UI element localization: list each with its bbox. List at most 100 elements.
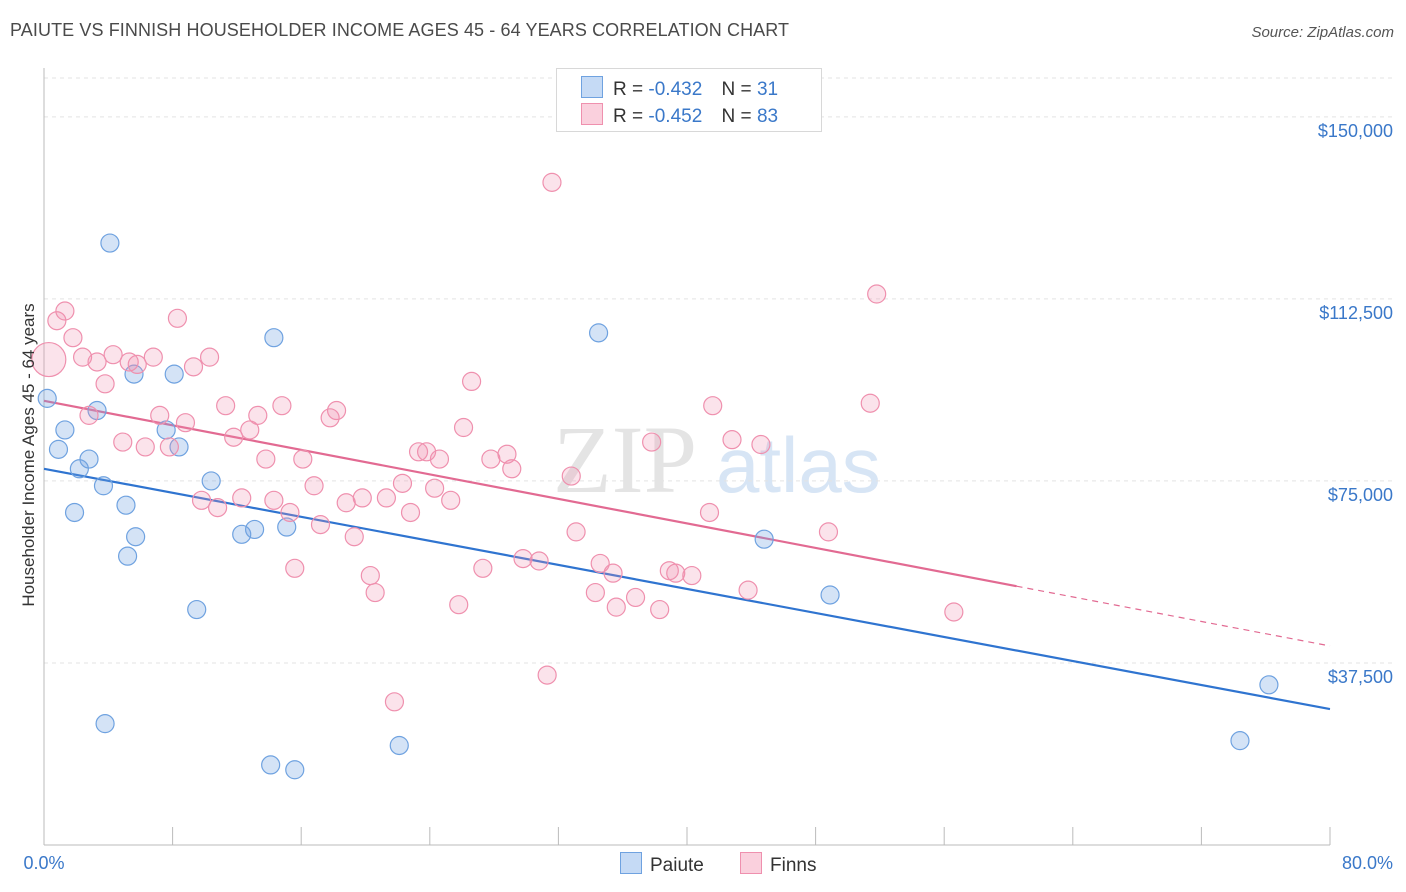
y-tick-label: $150,000 xyxy=(1318,121,1393,141)
paiute-point xyxy=(55,420,75,440)
finns-point xyxy=(310,515,331,535)
data-points xyxy=(31,172,1279,780)
trend-line-finns xyxy=(43,399,1017,588)
paiute-point xyxy=(1259,675,1279,695)
finns-point xyxy=(682,565,702,586)
paiute-point xyxy=(169,437,189,457)
finns-point xyxy=(240,420,260,440)
finns-point xyxy=(561,466,581,486)
paiute-n-label: N = xyxy=(721,79,752,100)
finns-point xyxy=(87,352,107,372)
finns-point xyxy=(55,301,75,321)
finns-point xyxy=(542,172,562,192)
finns-point xyxy=(606,597,626,617)
paiute-point xyxy=(232,524,252,544)
finns-point xyxy=(216,396,236,416)
finns-point xyxy=(352,488,372,508)
watermark-zip: ZIP xyxy=(553,406,697,513)
paiute-point xyxy=(79,449,99,469)
finns-point xyxy=(603,563,623,583)
paiute-point xyxy=(93,476,114,496)
finns-point xyxy=(143,347,163,367)
finns-point xyxy=(208,498,228,518)
finns-point xyxy=(429,449,450,469)
finns-legend-swatch xyxy=(740,852,762,874)
finns-point xyxy=(441,490,461,510)
legend-row-paiute: R = -0.432 N = 31 xyxy=(581,76,778,100)
source-label: Source: ZipAtlas.com xyxy=(1251,24,1394,41)
paiute-point xyxy=(261,755,281,775)
finns-n-value: 83 xyxy=(756,106,779,127)
finns-point xyxy=(666,563,686,583)
finns-point xyxy=(272,396,292,416)
finns-point xyxy=(167,308,188,328)
finns-point xyxy=(175,413,196,433)
finns-point xyxy=(497,444,517,464)
legend-row-finns: R = -0.452 N = 83 xyxy=(581,103,778,127)
paiute-n-value: 31 xyxy=(756,79,779,100)
finns-point xyxy=(150,405,170,425)
finns-point xyxy=(280,502,300,523)
finns-point xyxy=(529,551,549,571)
paiute-point xyxy=(126,527,146,547)
finns-point xyxy=(248,405,268,425)
paiute-point xyxy=(244,519,265,540)
finns-point xyxy=(453,417,474,438)
finns-point xyxy=(481,449,501,469)
finns-point xyxy=(738,580,758,600)
paiute-point xyxy=(820,585,840,605)
paiute-point xyxy=(264,328,284,348)
paiute-point xyxy=(64,502,85,523)
finns-point xyxy=(449,595,469,615)
paiute-point xyxy=(285,760,305,780)
y-tick-labels: $37,500 $75,000 $112,500 $150,000 xyxy=(1318,121,1393,687)
finns-point xyxy=(376,488,396,508)
finns-point xyxy=(703,396,723,416)
finns-point xyxy=(63,328,83,348)
paiute-point xyxy=(389,735,409,756)
finns-point xyxy=(103,345,123,365)
bottom-legend-paiute: Paiute xyxy=(620,852,704,877)
finns-point xyxy=(127,354,147,375)
trend-line-extension-finns xyxy=(1016,585,1331,647)
finns-point xyxy=(461,371,482,392)
finns-point xyxy=(699,502,720,523)
finns-point xyxy=(625,587,646,608)
paiute-point xyxy=(95,714,115,734)
chart-title: PAIUTE VS FINNISH HOUSEHOLDER INCOME AGE… xyxy=(10,20,790,40)
finns-point xyxy=(119,352,139,372)
finns-point xyxy=(336,493,356,513)
x-tick-labels: 0.0% 80.0% xyxy=(23,853,1393,873)
y-tick-label: $112,500 xyxy=(1319,303,1393,323)
paiute-point xyxy=(277,517,297,537)
paiute-point xyxy=(116,495,136,515)
finns-point xyxy=(47,311,67,331)
finns-point xyxy=(400,502,421,523)
finns-point xyxy=(191,490,212,510)
finns-point xyxy=(751,434,771,455)
finns-point xyxy=(408,442,429,462)
finns-point xyxy=(256,449,276,469)
finns-point xyxy=(425,478,445,498)
finns-r-label: R = xyxy=(613,106,644,127)
paiute-legend-label: Paiute xyxy=(650,855,704,876)
finns-point xyxy=(642,432,662,452)
paiute-point xyxy=(37,388,57,408)
paiute-point xyxy=(588,323,609,343)
finns-point xyxy=(722,430,742,450)
finns-point xyxy=(31,341,67,378)
finns-point xyxy=(285,558,305,578)
paiute-swatch xyxy=(581,76,603,98)
paiute-point xyxy=(100,233,120,253)
trend-lines xyxy=(43,399,1331,711)
finns-point xyxy=(293,449,313,469)
y-axis-label: Householder Income Ages 45 - 64 years xyxy=(19,303,38,606)
finns-point xyxy=(473,558,493,578)
finns-point xyxy=(326,400,347,421)
paiute-point xyxy=(69,459,89,479)
finns-point xyxy=(79,405,99,425)
y-tick-label: $75,000 xyxy=(1328,485,1393,505)
finns-point xyxy=(135,437,155,457)
finns-point xyxy=(224,427,244,447)
